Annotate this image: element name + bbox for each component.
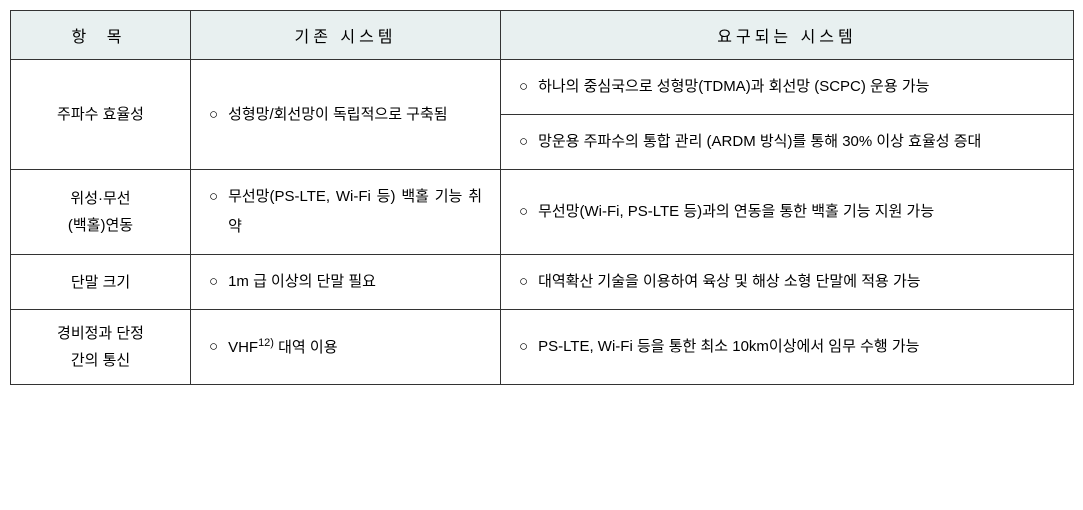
header-existing: 기존 시스템: [191, 11, 501, 60]
bullet-text: VHF12) 대역 이용: [228, 332, 482, 363]
required-cell: ○ 망운용 주파수의 통합 관리 (ARDM 방식)를 통해 30% 이상 효율…: [501, 115, 1074, 170]
comparison-table: 항 목 기존 시스템 요구되는 시스템 주파수 효율성 ○ 성형망/회선망이 독…: [10, 10, 1074, 385]
bullet-text: 하나의 중심국으로 성형망(TDMA)과 회선망 (SCPC) 운용 가능: [538, 72, 1055, 102]
header-required: 요구되는 시스템: [501, 11, 1074, 60]
table-header-row: 항 목 기존 시스템 요구되는 시스템: [11, 11, 1074, 60]
existing-cell: ○ 성형망/회선망이 독립적으로 구축됨: [191, 60, 501, 170]
bullet-item: ○ 망운용 주파수의 통합 관리 (ARDM 방식)를 통해 30% 이상 효율…: [519, 127, 1055, 157]
bullet-icon: ○: [519, 332, 528, 362]
bullet-icon: ○: [519, 127, 528, 157]
table-row: 경비정과 단정간의 통신 ○ VHF12) 대역 이용 ○ PS-LTE, Wi…: [11, 310, 1074, 385]
category-text: 단말 크기: [71, 274, 130, 291]
table-row: 위성·무선(백홀)연동 ○ 무선망(PS-LTE, Wi-Fi 등) 백홀 기능…: [11, 170, 1074, 255]
bullet-icon: ○: [519, 72, 528, 102]
required-cell: ○ 하나의 중심국으로 성형망(TDMA)과 회선망 (SCPC) 운용 가능: [501, 60, 1074, 115]
category-text: 경비정과 단정간의 통신: [57, 325, 144, 369]
bullet-item: ○ 무선망(PS-LTE, Wi-Fi 등) 백홀 기능 취약: [209, 182, 482, 242]
table-body: 주파수 효율성 ○ 성형망/회선망이 독립적으로 구축됨 ○ 하나의 중심국으로…: [11, 60, 1074, 385]
bullet-icon: ○: [209, 182, 218, 212]
table-row: 주파수 효율성 ○ 성형망/회선망이 독립적으로 구축됨 ○ 하나의 중심국으로…: [11, 60, 1074, 115]
bullet-text: 무선망(Wi-Fi, PS-LTE 등)과의 연동을 통한 백홀 기능 지원 가…: [538, 197, 1055, 227]
bullet-text: 성형망/회선망이 독립적으로 구축됨: [228, 100, 482, 130]
row-category: 경비정과 단정간의 통신: [11, 310, 191, 385]
bullet-text: 대역확산 기술을 이용하여 육상 및 해상 소형 단말에 적용 가능: [538, 267, 1055, 297]
bullet-icon: ○: [209, 100, 218, 130]
category-text: 위성·무선(백홀)연동: [68, 190, 133, 234]
bullet-item: ○ 성형망/회선망이 독립적으로 구축됨: [209, 100, 482, 130]
required-cell: ○ PS-LTE, Wi-Fi 등을 통한 최소 10km이상에서 임무 수행 …: [501, 310, 1074, 385]
category-text: 주파수 효율성: [57, 106, 144, 123]
row-category: 단말 크기: [11, 255, 191, 310]
existing-cell: ○ 무선망(PS-LTE, Wi-Fi 등) 백홀 기능 취약: [191, 170, 501, 255]
bullet-icon: ○: [209, 332, 218, 362]
bullet-text: 무선망(PS-LTE, Wi-Fi 등) 백홀 기능 취약: [228, 182, 482, 242]
required-cell: ○ 대역확산 기술을 이용하여 육상 및 해상 소형 단말에 적용 가능: [501, 255, 1074, 310]
bullet-item: ○ VHF12) 대역 이용: [209, 332, 482, 363]
table-row: 단말 크기 ○ 1m 급 이상의 단말 필요 ○ 대역확산 기술을 이용하여 육…: [11, 255, 1074, 310]
header-category: 항 목: [11, 11, 191, 60]
bullet-icon: ○: [519, 197, 528, 227]
bullet-item: ○ 무선망(Wi-Fi, PS-LTE 등)과의 연동을 통한 백홀 기능 지원…: [519, 197, 1055, 227]
existing-cell: ○ 1m 급 이상의 단말 필요: [191, 255, 501, 310]
row-category: 주파수 효율성: [11, 60, 191, 170]
bullet-icon: ○: [209, 267, 218, 297]
bullet-item: ○ 하나의 중심국으로 성형망(TDMA)과 회선망 (SCPC) 운용 가능: [519, 72, 1055, 102]
bullet-text: 망운용 주파수의 통합 관리 (ARDM 방식)를 통해 30% 이상 효율성 …: [538, 127, 1055, 157]
bullet-item: ○ 1m 급 이상의 단말 필요: [209, 267, 482, 297]
bullet-icon: ○: [519, 267, 528, 297]
bullet-item: ○ 대역확산 기술을 이용하여 육상 및 해상 소형 단말에 적용 가능: [519, 267, 1055, 297]
bullet-text: PS-LTE, Wi-Fi 등을 통한 최소 10km이상에서 임무 수행 가능: [538, 332, 1055, 362]
existing-cell: ○ VHF12) 대역 이용: [191, 310, 501, 385]
bullet-text: 1m 급 이상의 단말 필요: [228, 267, 482, 297]
row-category: 위성·무선(백홀)연동: [11, 170, 191, 255]
required-cell: ○ 무선망(Wi-Fi, PS-LTE 등)과의 연동을 통한 백홀 기능 지원…: [501, 170, 1074, 255]
bullet-item: ○ PS-LTE, Wi-Fi 등을 통한 최소 10km이상에서 임무 수행 …: [519, 332, 1055, 362]
